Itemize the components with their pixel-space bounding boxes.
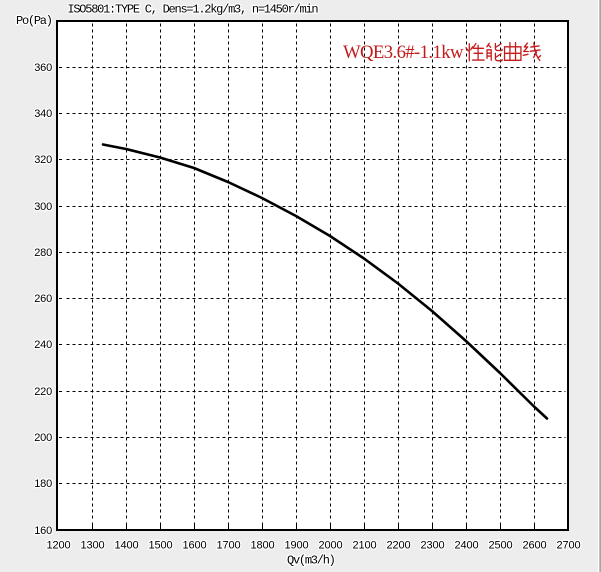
svg-text:280: 280 [34,247,52,259]
svg-text:1300: 1300 [81,539,105,551]
svg-text:360: 360 [34,62,52,74]
svg-text:340: 340 [34,108,52,120]
svg-text:160: 160 [34,525,52,537]
svg-text:200: 200 [34,432,52,444]
svg-text:2400: 2400 [455,539,479,551]
svg-text:1200: 1200 [47,539,71,551]
svg-text:1800: 1800 [251,539,275,551]
svg-text:2500: 2500 [489,539,513,551]
svg-text:ISO5801:TYPE C, Dens=1.2kg/m3,: ISO5801:TYPE C, Dens=1.2kg/m3, n=1450r/m… [67,2,318,16]
svg-text:260: 260 [34,293,52,305]
svg-text:2700: 2700 [557,539,581,551]
svg-text:WQE3.6#-1.1kw: WQE3.6#-1.1kw [343,42,464,63]
svg-text:320: 320 [34,154,52,166]
svg-text:2200: 2200 [387,539,411,551]
svg-text:220: 220 [34,386,52,398]
svg-text:300: 300 [34,201,52,213]
svg-text:180: 180 [34,478,52,490]
svg-text:1700: 1700 [217,539,241,551]
svg-text:240: 240 [34,339,52,351]
svg-text:2100: 2100 [353,539,377,551]
svg-text:2000: 2000 [319,539,343,551]
svg-text:Po(Pa): Po(Pa) [16,14,52,28]
svg-text:Qv(m3/h): Qv(m3/h) [287,553,335,567]
svg-text:2600: 2600 [523,539,547,551]
svg-text:1900: 1900 [285,539,309,551]
svg-text:1400: 1400 [115,539,139,551]
svg-text:1600: 1600 [183,539,207,551]
svg-text:2300: 2300 [421,539,445,551]
svg-text:1500: 1500 [149,539,173,551]
